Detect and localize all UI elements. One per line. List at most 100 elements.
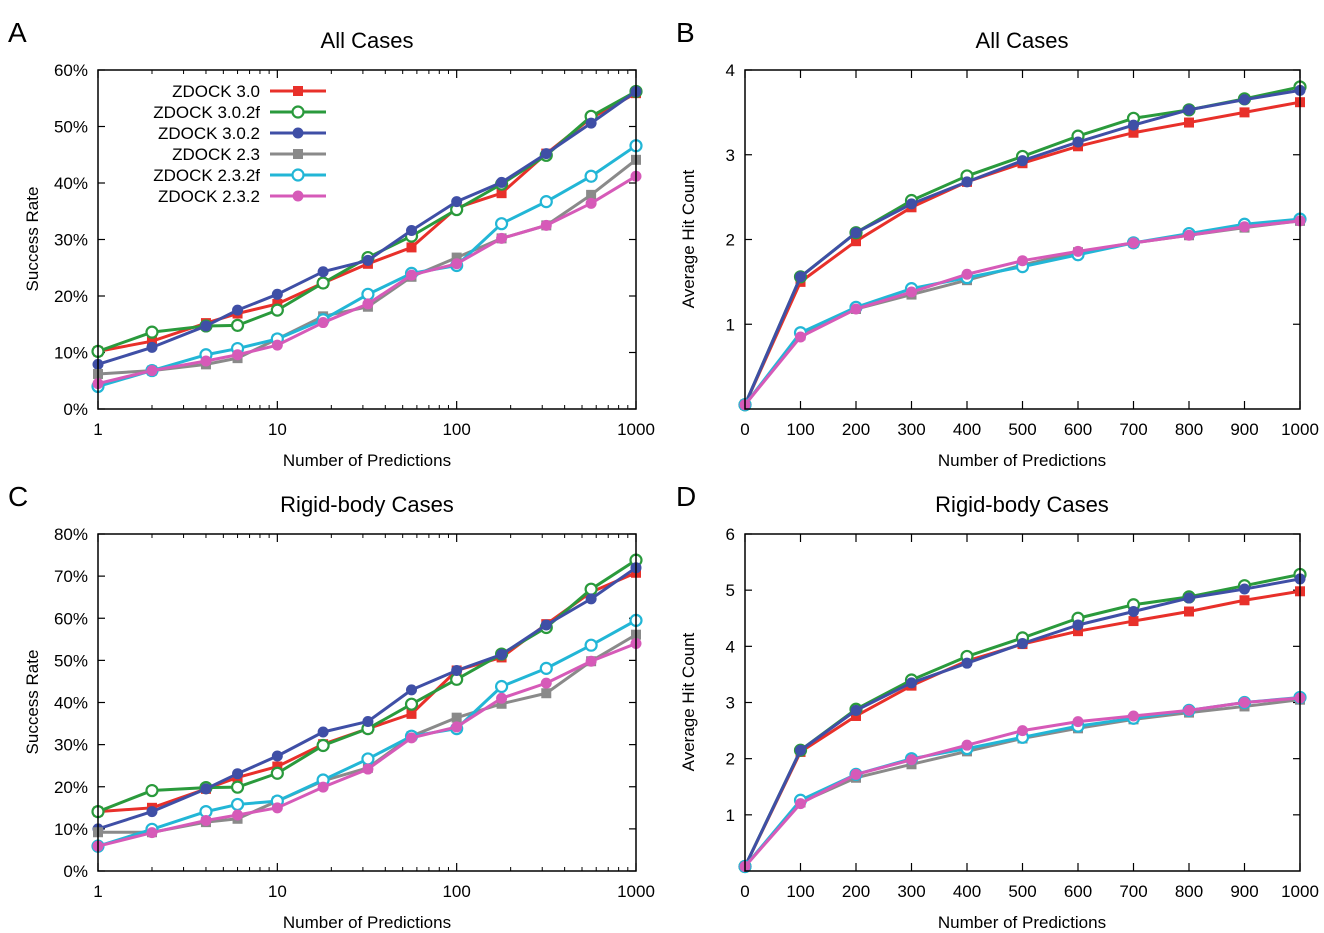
panel-c-y-tick-label: 50% [54, 651, 88, 670]
data-point [406, 269, 418, 281]
data-point [317, 726, 329, 738]
data-point [961, 176, 973, 188]
data-point [494, 217, 509, 231]
legend-label: ZDOCK 2.3.2f [153, 166, 260, 185]
data-point [540, 148, 552, 160]
data-point [585, 117, 597, 129]
data-point [795, 744, 806, 756]
legend: ZDOCK 3.0 ZDOCK 3.0.2f ZDOCK 3.0.2 ZDOCK… [153, 82, 326, 206]
data-point [585, 655, 597, 667]
data-point [1017, 255, 1028, 267]
data-point [1183, 704, 1195, 716]
legend-marker [293, 86, 303, 96]
series-line [743, 85, 1301, 406]
data-point [496, 176, 508, 188]
panel-b-series-zdock-2-3 [740, 215, 1305, 410]
data-point [1128, 119, 1139, 131]
data-point [850, 303, 862, 315]
data-point [851, 710, 861, 721]
panel-b-series-zdock-2-3-2 [739, 215, 1306, 411]
legend-marker [291, 105, 305, 119]
data-point [362, 298, 374, 310]
data-point [1184, 606, 1194, 617]
panel-label-a: A [8, 17, 27, 48]
data-point [539, 195, 553, 209]
series-line [743, 88, 1301, 406]
data-point [451, 721, 463, 733]
panel-a-y-tick-label: 30% [54, 231, 88, 250]
panel-b-y-tick-label: 1 [726, 315, 735, 334]
data-point [585, 593, 597, 605]
data-point [961, 739, 973, 751]
panel-b-x-tick-label: 600 [1064, 420, 1092, 439]
legend-key [270, 168, 326, 182]
panel-c: C Rigid-body Cases Number of Predictions… [8, 481, 655, 932]
panel-d-y-tick-label: 6 [726, 525, 735, 544]
panel-b-series-zdock-3-0 [740, 97, 1305, 410]
data-point [406, 242, 417, 253]
panel-a: A All Cases Number of Predictions Succes… [8, 17, 655, 470]
panel-label-d: D [676, 481, 696, 512]
panel-c-y-tick-label: 70% [54, 567, 88, 586]
panel-c-y-tick-label: 30% [54, 736, 88, 755]
panel-d-series-zdock-2-3 [740, 694, 1305, 872]
legend-label: ZDOCK 3.0 [172, 82, 260, 101]
panel-c-series-zdock-3-0 [93, 567, 641, 817]
panel-a-y-tick-label: 20% [54, 287, 88, 306]
legend-marker [293, 149, 303, 159]
series-line [743, 695, 1301, 868]
data-point [1239, 697, 1250, 708]
panel-d-x-tick-label: 100 [786, 882, 814, 901]
panel-d-y-tick-label: 1 [726, 806, 735, 825]
data-point [451, 196, 463, 208]
panel-b-x-tick-label: 800 [1175, 420, 1203, 439]
panel-b-y-tick-label: 4 [726, 61, 735, 80]
legend-marker [292, 190, 304, 202]
panel-d-x-tick-label: 700 [1119, 882, 1147, 901]
panel-c-x-tick-label: 1 [93, 882, 102, 901]
data-point [362, 763, 374, 775]
data-point [232, 304, 244, 316]
panel-b: B All Cases Number of Predictions Averag… [676, 17, 1319, 470]
panel-c-x-tick-label: 1000 [617, 882, 655, 901]
data-point [270, 766, 284, 780]
panel-a-y-tick-label: 60% [54, 61, 88, 80]
chart-title-d: Rigid-body Cases [935, 492, 1109, 517]
chart-title-a: All Cases [321, 28, 414, 53]
data-point [850, 227, 862, 239]
data-point [1072, 245, 1084, 257]
y-axis-label-a: Success Rate [23, 187, 42, 292]
data-point [1072, 619, 1084, 631]
panel-a-x-tick-label: 10 [268, 420, 287, 439]
plot-area-d [738, 567, 1307, 874]
panel-b-x-tick-label: 900 [1230, 420, 1258, 439]
data-point [232, 349, 244, 361]
data-point [404, 697, 419, 711]
plot-frame-d [744, 533, 1301, 872]
panel-d-series-zdock-2-3-2 [739, 692, 1306, 873]
data-point [1239, 583, 1250, 595]
data-point [406, 708, 417, 719]
data-point [145, 325, 159, 339]
data-point [1183, 592, 1195, 604]
data-point [906, 754, 917, 766]
data-point [1017, 725, 1028, 737]
data-point [145, 783, 159, 798]
data-point [1072, 136, 1084, 148]
data-point [541, 688, 552, 699]
data-point [961, 657, 973, 669]
legend-item-zdock-2-3-2: ZDOCK 2.3.2 [158, 187, 326, 206]
data-point [146, 806, 158, 818]
data-point [850, 704, 862, 716]
x-axis-label-d: Number of Predictions [938, 913, 1106, 932]
data-point [1072, 716, 1084, 728]
data-point [271, 288, 283, 300]
panel-b-x-tick-label: 100 [786, 420, 814, 439]
panel-d-x-tick-label: 800 [1175, 882, 1203, 901]
panel-d-x-tick-label: 0 [740, 882, 749, 901]
series-line [743, 698, 1301, 868]
data-point [316, 276, 330, 290]
panel-b-series-zdock-3-0-2 [739, 84, 1306, 411]
panel-a-y-tick-label: 0% [63, 400, 88, 419]
data-point [494, 679, 509, 694]
